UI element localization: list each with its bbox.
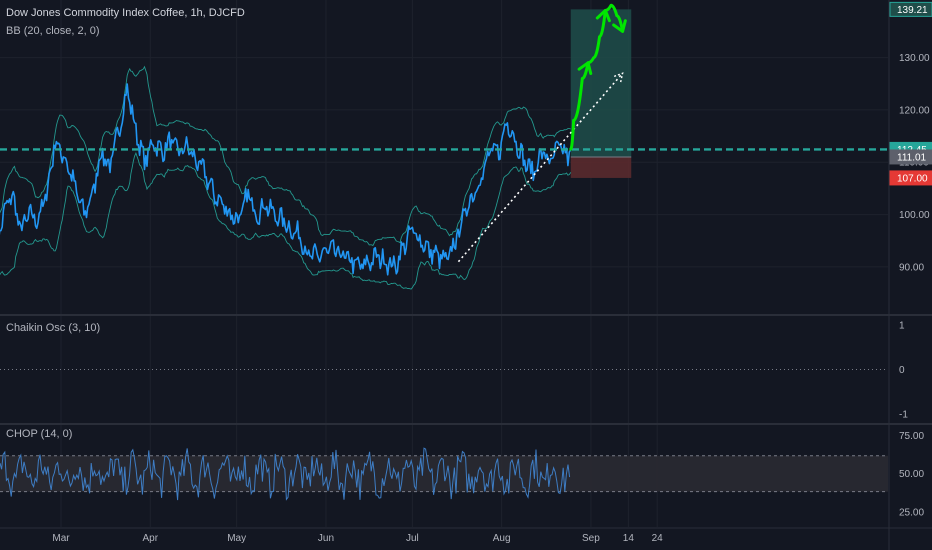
time-tick-label: Sep <box>582 533 600 544</box>
price-tick-label: 100.00 <box>899 210 930 221</box>
grid-layer <box>0 0 888 527</box>
price-tag-stop <box>889 170 932 186</box>
chaikin-axis[interactable]: 1 0 -1 <box>899 320 908 420</box>
bollinger-upper <box>0 65 571 247</box>
price-tag-target-label: 139.21 <box>897 5 928 16</box>
chaikin-tick-label: 1 <box>899 320 905 331</box>
forecast-arrowhead-3 <box>577 61 593 75</box>
bollinger-bands <box>0 65 572 290</box>
chop-tick-label: 50.00 <box>899 469 924 480</box>
indicator-label: BB (20, close, 2, 0) <box>6 25 100 37</box>
chaikin-label: Chaikin Osc (3, 10) <box>6 322 100 334</box>
time-tick-label: 14 <box>623 533 635 544</box>
price-tag-stop-label: 107.00 <box>897 173 928 184</box>
forecast-arrowhead-9 <box>612 19 627 33</box>
projection-line <box>457 72 624 263</box>
price-tick-label: 90.00 <box>899 262 924 273</box>
time-tick-label: Jul <box>406 533 419 544</box>
price-tag-target <box>889 1 932 17</box>
forecast-path <box>569 3 625 151</box>
time-tick-label: Mar <box>52 533 70 544</box>
forecast-arrowhead-6 <box>595 8 611 23</box>
time-tick-label: Jun <box>318 533 334 544</box>
price-series <box>0 83 572 276</box>
price-tag-entry <box>889 149 932 165</box>
time-tick-label: 24 <box>652 533 664 544</box>
time-axis[interactable]: Mar Apr May Jun Jul Aug Sep 14 24 <box>52 533 663 544</box>
price-tick-label: 130.00 <box>899 53 930 64</box>
price-line <box>0 83 572 276</box>
chop-tick-label: 75.00 <box>899 431 924 442</box>
chaikin-tick-label: -1 <box>899 410 908 421</box>
price-tick-label: 120.00 <box>899 105 930 116</box>
price-tag-entry-label: 111.01 <box>897 152 927 163</box>
chop-label: CHOP (14, 0) <box>6 428 72 440</box>
loss-zone <box>570 156 632 178</box>
chart-title: Dow Jones Commodity Index Coffee, 1h, DJ… <box>6 7 245 19</box>
time-tick-label: Apr <box>142 533 158 544</box>
chaikin-tick-label: 0 <box>899 365 905 376</box>
drawing-overlays <box>0 3 888 263</box>
time-tick-label: May <box>227 533 246 544</box>
chop-indicator <box>0 447 888 501</box>
time-tick-label: Aug <box>493 533 511 544</box>
chop-axis[interactable]: 75.00 50.00 25.00 <box>899 431 924 518</box>
projection-arrowhead <box>613 72 624 83</box>
chop-line <box>0 447 571 501</box>
chop-tick-label: 25.00 <box>899 507 924 518</box>
bollinger-lower <box>0 152 572 290</box>
